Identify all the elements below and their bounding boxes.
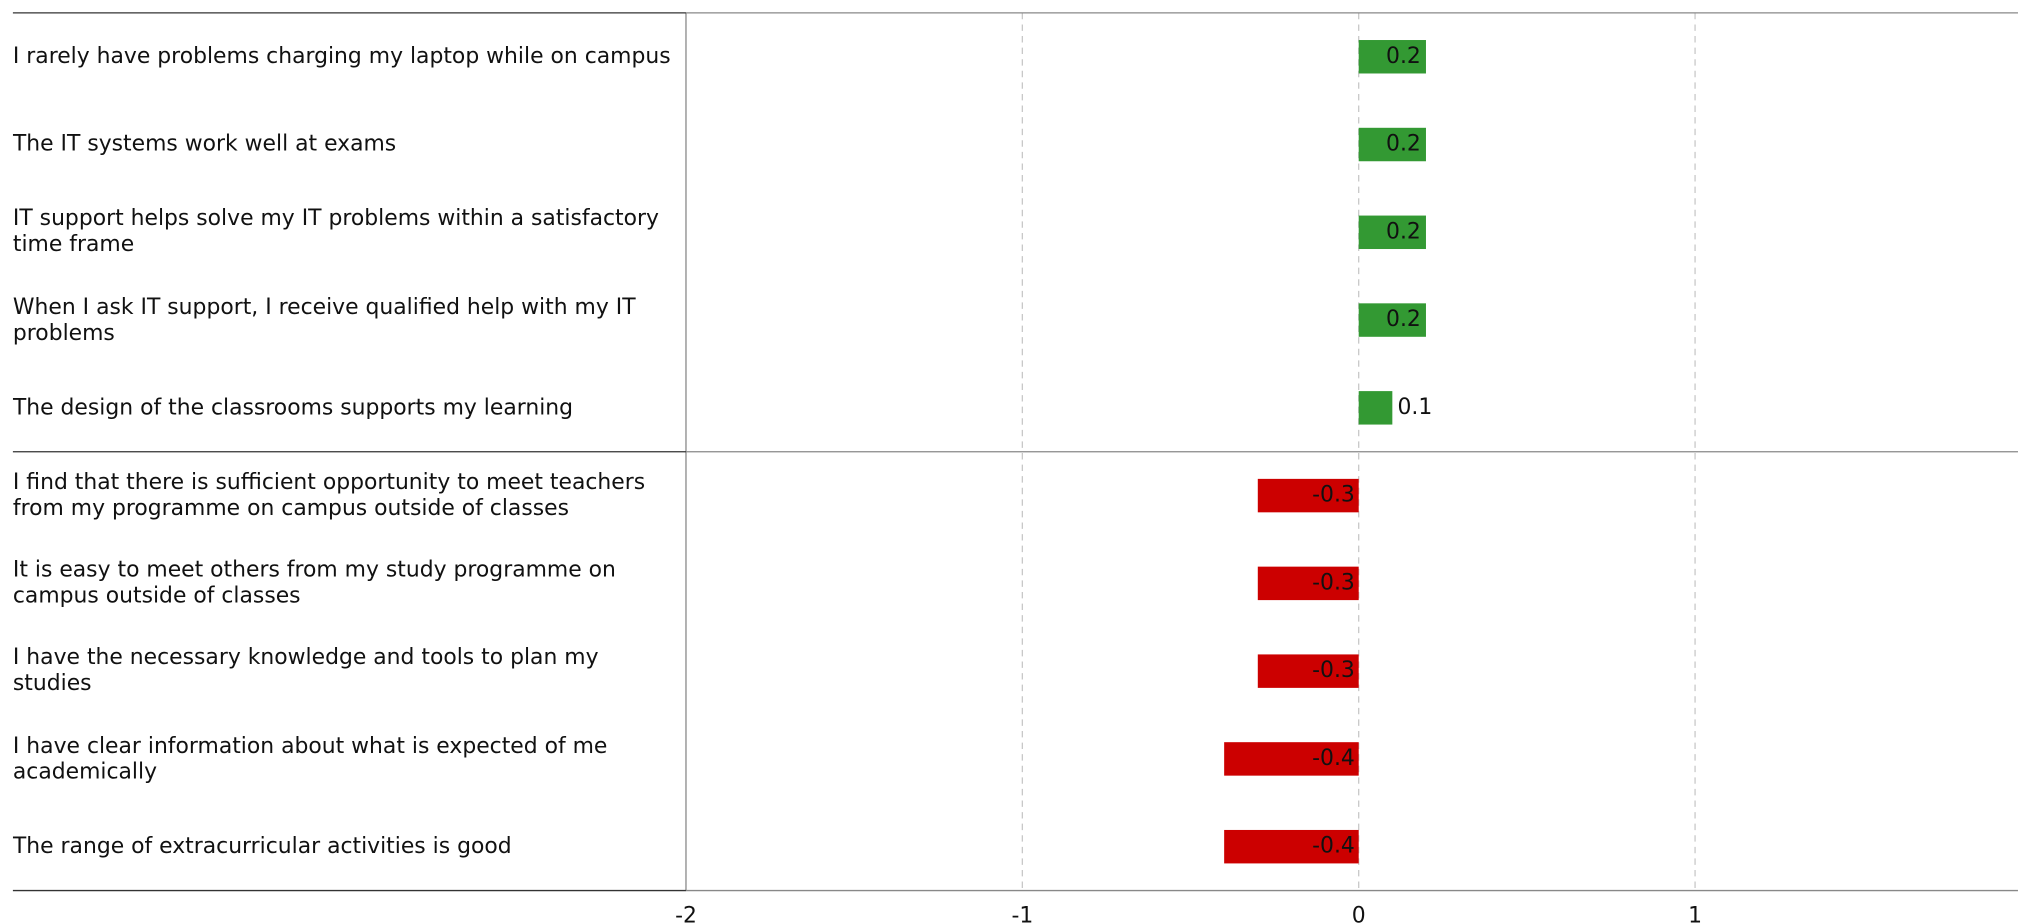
category-label-box: IT support helps solve my IT problems wi…	[12, 206, 659, 259]
category-label: I have the necessary knowledge and tools…	[12, 645, 599, 697]
category-label-box: The design of the classrooms supports my…	[12, 394, 574, 421]
category-label-box: When I ask IT support, I receive qualifi…	[12, 294, 636, 346]
bar	[1224, 829, 1359, 864]
bar	[1358, 303, 1426, 337]
category-label: The range of extracurricular activities …	[12, 833, 512, 860]
category-label: I rarely have problems charging my lapto…	[12, 43, 671, 70]
bar	[1358, 215, 1426, 250]
category-label-box: It is easy to meet others from my study …	[12, 557, 616, 610]
category-label-box: The range of extracurricular activities …	[12, 833, 512, 860]
data-label: 0.2	[1386, 307, 1421, 332]
data-label: -0.3	[1312, 658, 1355, 683]
x-tick-label: 1	[1688, 903, 1702, 923]
category-label: IT support helps solve my IT problems wi…	[12, 206, 659, 259]
bar	[1358, 391, 1393, 425]
category-label-box: I have the necessary knowledge and tools…	[12, 645, 599, 697]
bar	[1257, 654, 1359, 688]
category-label: It is easy to meet others from my study …	[12, 557, 616, 610]
category-label-box: I have clear information about what is e…	[12, 733, 608, 785]
bar	[1358, 127, 1426, 162]
data-label: -0.4	[1312, 746, 1355, 771]
category-label: I find that there is sufficient opportun…	[12, 469, 646, 522]
bar	[1358, 40, 1426, 74]
category-label: When I ask IT support, I receive qualifi…	[12, 294, 636, 346]
data-label: 0.1	[1397, 395, 1432, 420]
bar	[1257, 478, 1359, 513]
x-tick-label: 0	[1352, 903, 1366, 923]
bar	[1257, 566, 1359, 601]
category-label-box: I find that there is sufficient opportun…	[12, 469, 646, 522]
category-label: The design of the classrooms supports my…	[12, 394, 574, 421]
bar	[1224, 742, 1359, 776]
data-label: 0.2	[1386, 132, 1421, 157]
x-tick-label: -2	[675, 903, 697, 923]
data-label: -0.3	[1312, 570, 1355, 595]
data-label: -0.4	[1312, 834, 1355, 859]
x-tick-label: -1	[1011, 903, 1033, 923]
category-label: The IT systems work well at exams	[12, 131, 397, 158]
data-label: 0.2	[1386, 219, 1421, 244]
category-label-box: I rarely have problems charging my lapto…	[12, 43, 671, 70]
data-label: -0.3	[1312, 483, 1355, 508]
category-label: I have clear information about what is e…	[12, 733, 608, 785]
data-label: 0.2	[1386, 44, 1421, 69]
category-label-box: The IT systems work well at exams	[12, 131, 397, 158]
